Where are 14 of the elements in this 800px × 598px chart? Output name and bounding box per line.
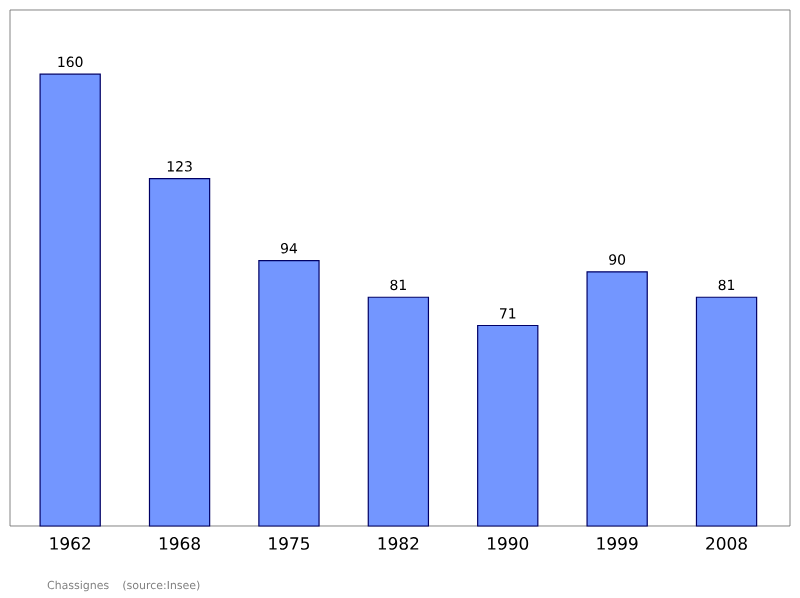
bar (39, 73, 101, 527)
x-tick-label: 2008 (706, 537, 747, 550)
bar (695, 296, 758, 527)
x-tick-label: 1982 (378, 537, 419, 550)
bar (477, 324, 539, 527)
x-tick-label: 1999 (597, 537, 638, 550)
bar (148, 178, 211, 527)
x-tick-label: 1975 (269, 537, 310, 550)
x-tick-label: 1968 (159, 537, 200, 550)
bar (586, 271, 648, 527)
bar (367, 296, 430, 527)
x-tick-label: 1990 (488, 537, 529, 550)
x-tick-label: 1962 (50, 537, 91, 550)
bar (258, 259, 320, 527)
